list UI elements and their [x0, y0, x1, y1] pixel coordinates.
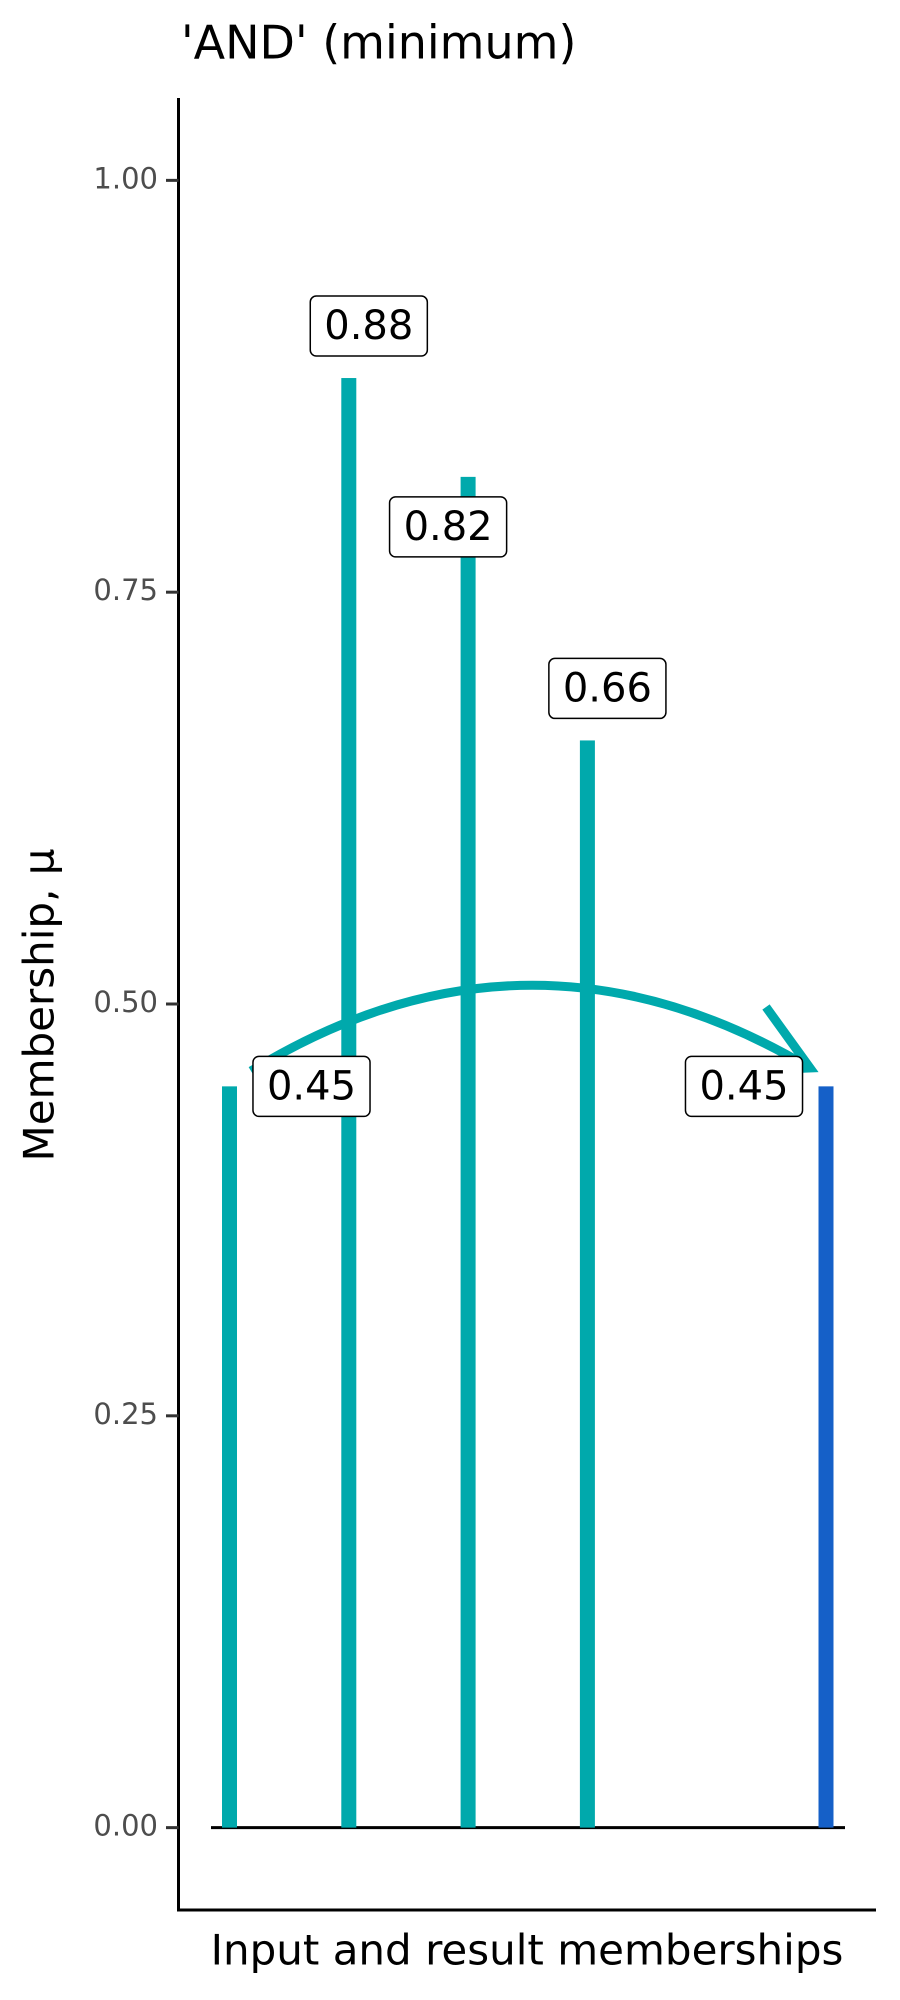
bar [579, 740, 595, 1828]
y-tick-label: 0.00 [93, 1809, 158, 1843]
bar [460, 476, 476, 1828]
label-box [252, 1055, 371, 1118]
label-box [309, 295, 429, 357]
y-axis-title: Membership, μ [15, 848, 64, 1161]
labels: 0.45 0.88 0.82 0.66 0.45 [252, 295, 804, 1118]
plot [211, 378, 845, 1830]
bar [818, 1086, 834, 1828]
y-tick-label: 0.75 [93, 573, 158, 607]
data-label: 0.82 [404, 504, 493, 550]
data-label: 0.66 [563, 665, 652, 711]
data-label: 0.45 [699, 1063, 788, 1109]
data-label: 0.88 [324, 303, 413, 349]
y-tick-label: 0.25 [93, 1397, 158, 1431]
label-box [548, 657, 667, 720]
chart-title: 'AND' (minimum) [181, 16, 576, 70]
data-label: 0.45 [267, 1063, 356, 1109]
y-tick-label: 0.50 [93, 985, 158, 1019]
arrow-curve [248, 980, 813, 1075]
data-label-box: 0.45 [252, 1055, 371, 1118]
label-box [388, 496, 508, 558]
label-box [684, 1055, 804, 1118]
data-label-box: 0.82 [388, 496, 508, 558]
data-label-box: 0.66 [548, 657, 667, 720]
data-label-box: 0.45 [684, 1055, 804, 1118]
x-axis-title: Input and result memberships [211, 1926, 844, 1975]
bar [222, 1086, 237, 1828]
y-tick-label: 1.00 [93, 161, 158, 195]
data-label-box: 0.88 [309, 295, 429, 357]
